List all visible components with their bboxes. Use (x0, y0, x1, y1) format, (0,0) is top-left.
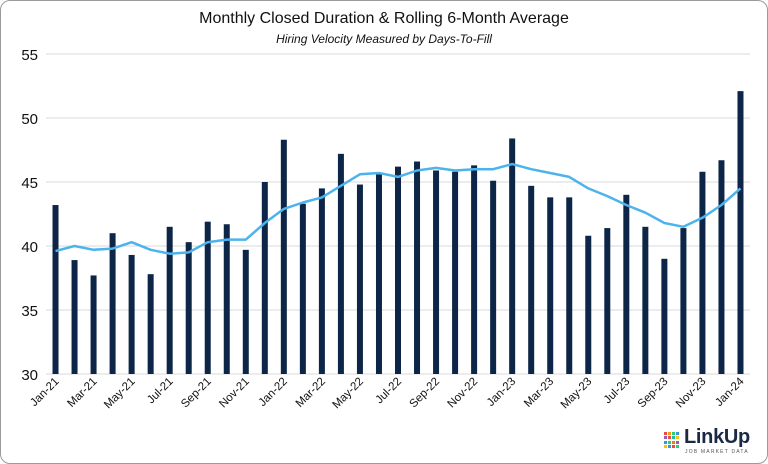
bar (509, 138, 516, 374)
bar (661, 258, 668, 374)
bar (261, 182, 268, 374)
rolling-average-line (55, 162, 742, 255)
logo-mosaic-icon (664, 432, 680, 448)
bar (52, 205, 59, 374)
bar (71, 260, 78, 374)
bar (490, 180, 497, 374)
bar (223, 224, 230, 374)
bar (642, 226, 649, 374)
logo-tile (668, 444, 671, 448)
x-tick-label: Jan-24 (713, 375, 747, 409)
y-tick-label: 45 (21, 175, 38, 192)
bar (699, 171, 706, 374)
bar (185, 242, 192, 374)
bar (204, 221, 211, 374)
y-tick-label: 55 (21, 47, 38, 64)
bar (90, 275, 97, 374)
logo-tile (672, 440, 675, 444)
bar (166, 226, 173, 374)
x-tick-label: Mar-22 (294, 376, 328, 410)
bar (242, 249, 249, 374)
x-tick-label: Jul-22 (373, 376, 404, 407)
logo-tagline: JOB MARKET DATA (685, 449, 749, 455)
bar (375, 174, 382, 374)
bar (585, 235, 592, 374)
bar (109, 233, 116, 374)
x-tick-label: Jan-23 (485, 376, 518, 409)
bar (356, 184, 363, 374)
logo-tile (668, 432, 671, 435)
logo-tile (672, 432, 675, 435)
bar (604, 228, 611, 374)
logo-tile (668, 436, 671, 440)
x-tick-label: May-23 (559, 376, 595, 412)
bar (395, 166, 401, 374)
y-tick-label: 30 (21, 367, 38, 384)
x-tick-label: Jul-23 (602, 376, 633, 407)
bar (280, 139, 287, 374)
bar (299, 203, 306, 374)
bar (318, 188, 325, 374)
x-tick-label: Nov-22 (446, 376, 481, 411)
bar (414, 161, 421, 374)
logo-tile (676, 444, 679, 448)
bar (471, 165, 478, 374)
bar (128, 254, 135, 374)
bar (623, 194, 630, 374)
bar (147, 274, 154, 374)
logo-tile (676, 440, 679, 444)
linkup-logo: LinkUp JOB MARKET DATA (664, 426, 764, 460)
logo-wordmark: LinkUp (684, 426, 750, 448)
chart-subtitle: Hiring Velocity Measured by Days-To-Fill (276, 32, 492, 46)
logo-tile (668, 440, 671, 444)
chart-title: Monthly Closed Duration & Rolling 6-Mont… (199, 10, 569, 27)
logo-tile (676, 436, 679, 440)
logo-tile (664, 436, 667, 440)
bar (680, 228, 687, 374)
x-tick-label: Sep-21 (179, 376, 214, 411)
x-tick-label: Nov-23 (674, 376, 709, 411)
bar (737, 91, 744, 375)
x-tick-label: Jul-21 (145, 376, 176, 407)
x-tick-label: Mar-21 (65, 376, 99, 410)
logo-tile (672, 444, 675, 448)
x-tick-label: Nov-21 (217, 376, 252, 411)
x-tick-label: Jan-22 (257, 376, 290, 409)
logo-tile (676, 432, 679, 435)
bar (433, 170, 440, 374)
bar (452, 171, 459, 374)
y-tick-label: 40 (21, 239, 38, 256)
logo-tile (664, 444, 667, 448)
y-tick-label: 50 (21, 111, 38, 128)
bar (547, 197, 554, 374)
logo-tile (664, 432, 667, 435)
x-tick-label: Sep-22 (407, 376, 442, 411)
logo-tile (664, 440, 667, 444)
logo-tile (672, 436, 675, 440)
x-tick-label: Mar-23 (522, 376, 556, 410)
bar (337, 153, 344, 374)
bar (528, 185, 535, 374)
y-tick-label: 35 (21, 303, 38, 320)
x-tick-label: May-21 (102, 376, 138, 412)
x-tick-label: May-22 (330, 376, 366, 412)
bar (566, 197, 573, 374)
bar (718, 160, 725, 374)
x-tick-label: Sep-23 (636, 376, 671, 411)
